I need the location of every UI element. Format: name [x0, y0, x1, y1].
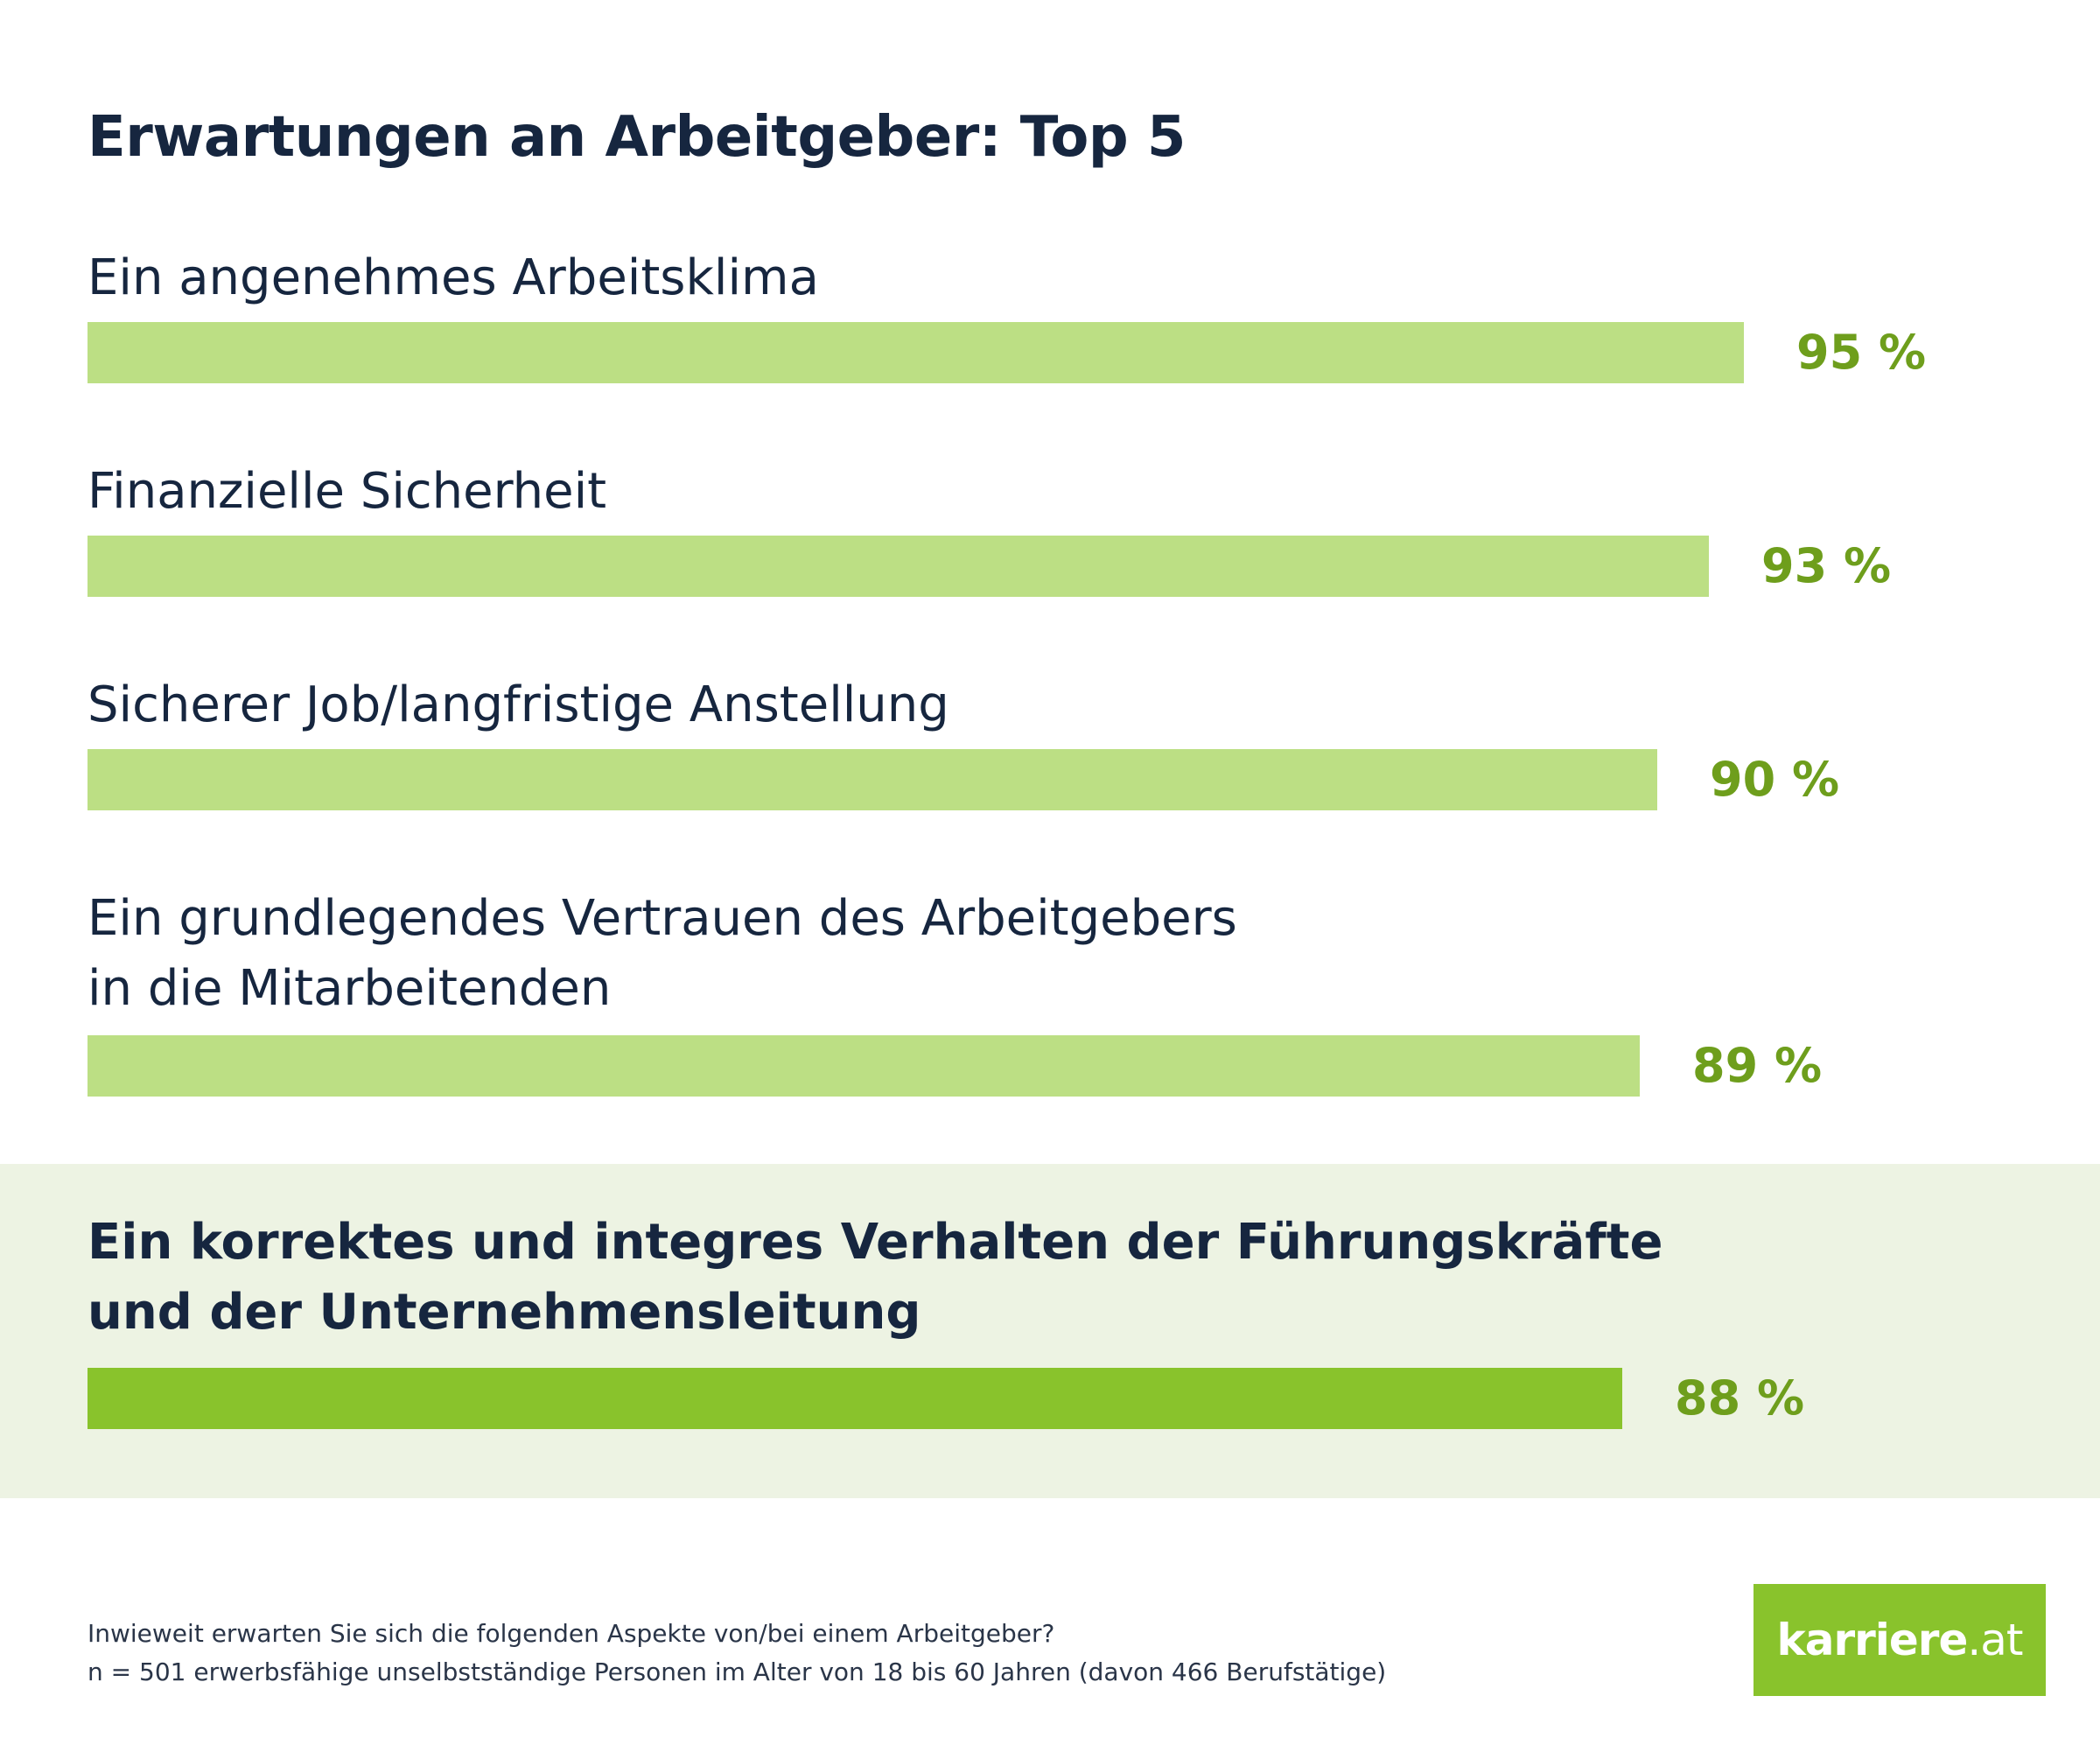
bar: [88, 1035, 1640, 1097]
footnote: Inwieweit erwarten Sie sich die folgende…: [88, 1615, 1386, 1692]
category-label: Ein grundlegendes Vertrauen des Arbeitge…: [88, 890, 1237, 1017]
category-label: Sicherer Job/langfristige Anstellung: [88, 676, 949, 733]
footnote-question: Inwieweit erwarten Sie sich die folgende…: [88, 1619, 1055, 1648]
category-label: Ein angenehmes Arbeitsklima: [88, 249, 819, 306]
value-label: 95 %: [1796, 325, 1927, 380]
value-label: 88 %: [1675, 1370, 1805, 1426]
category-label: Ein korrektes und integres Verhalten der…: [88, 1214, 1663, 1341]
logo-tld: .at: [1967, 1615, 2023, 1665]
highlight-band: [0, 1164, 2100, 1498]
logo-name: karriere: [1776, 1615, 1968, 1665]
bar: [88, 536, 1709, 597]
karriere-logo: karriere .at: [1754, 1584, 2046, 1696]
bar: [88, 749, 1657, 810]
bar: [88, 322, 1744, 383]
bar: [88, 1368, 1622, 1429]
value-label: 90 %: [1710, 752, 1840, 807]
category-label: Finanzielle Sicherheit: [88, 463, 607, 520]
chart-title: Erwartungen an Arbeitgeber: Top 5: [88, 105, 1186, 170]
value-label: 93 %: [1761, 538, 1892, 593]
footnote-sample: n = 501 erwerbsfähige unselbstständige P…: [88, 1657, 1387, 1686]
value-label: 89 %: [1692, 1038, 1823, 1093]
